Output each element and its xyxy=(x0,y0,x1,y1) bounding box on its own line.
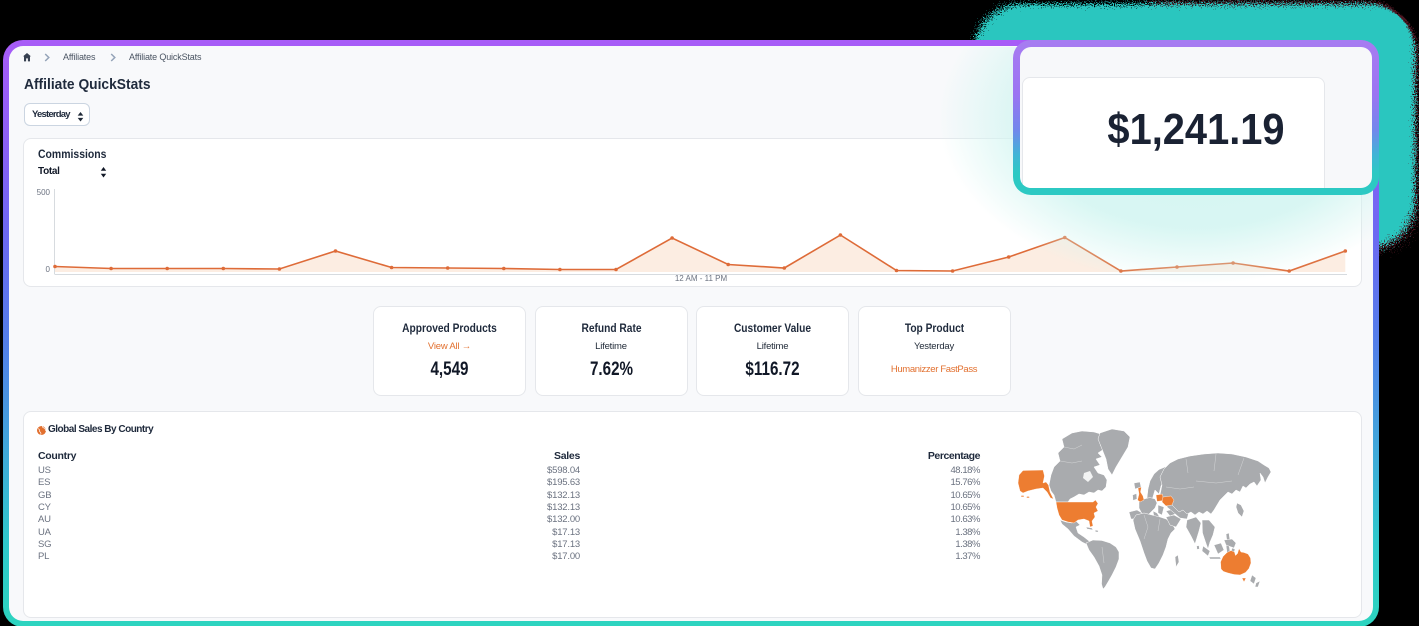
svg-text:0: 0 xyxy=(46,265,51,274)
svg-text:12 AM - 11 PM: 12 AM - 11 PM xyxy=(675,274,728,283)
svg-text:500: 500 xyxy=(37,188,51,197)
